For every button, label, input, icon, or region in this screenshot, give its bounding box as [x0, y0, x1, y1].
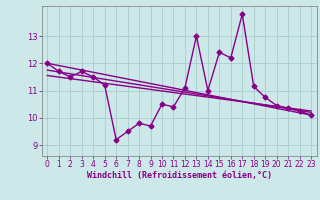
- X-axis label: Windchill (Refroidissement éolien,°C): Windchill (Refroidissement éolien,°C): [87, 171, 272, 180]
